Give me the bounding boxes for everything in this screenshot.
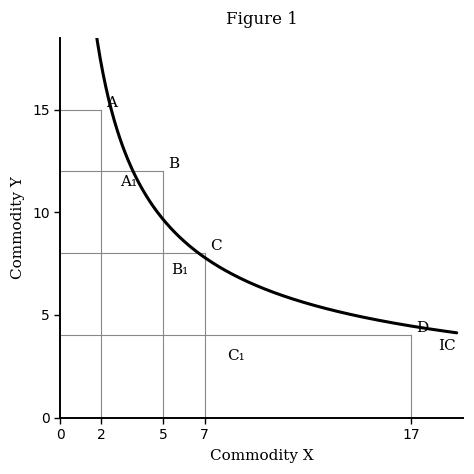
Text: A: A: [107, 96, 118, 110]
Text: C: C: [210, 239, 221, 254]
Text: B: B: [169, 157, 180, 171]
Title: Figure 1: Figure 1: [226, 11, 297, 28]
Text: C₁: C₁: [227, 349, 245, 363]
X-axis label: Commodity X: Commodity X: [210, 449, 313, 463]
Text: B₁: B₁: [171, 263, 189, 277]
Text: D: D: [417, 321, 428, 336]
Text: A₁: A₁: [120, 174, 137, 189]
Text: IC: IC: [438, 339, 456, 353]
Y-axis label: Commodity Y: Commodity Y: [11, 176, 25, 279]
